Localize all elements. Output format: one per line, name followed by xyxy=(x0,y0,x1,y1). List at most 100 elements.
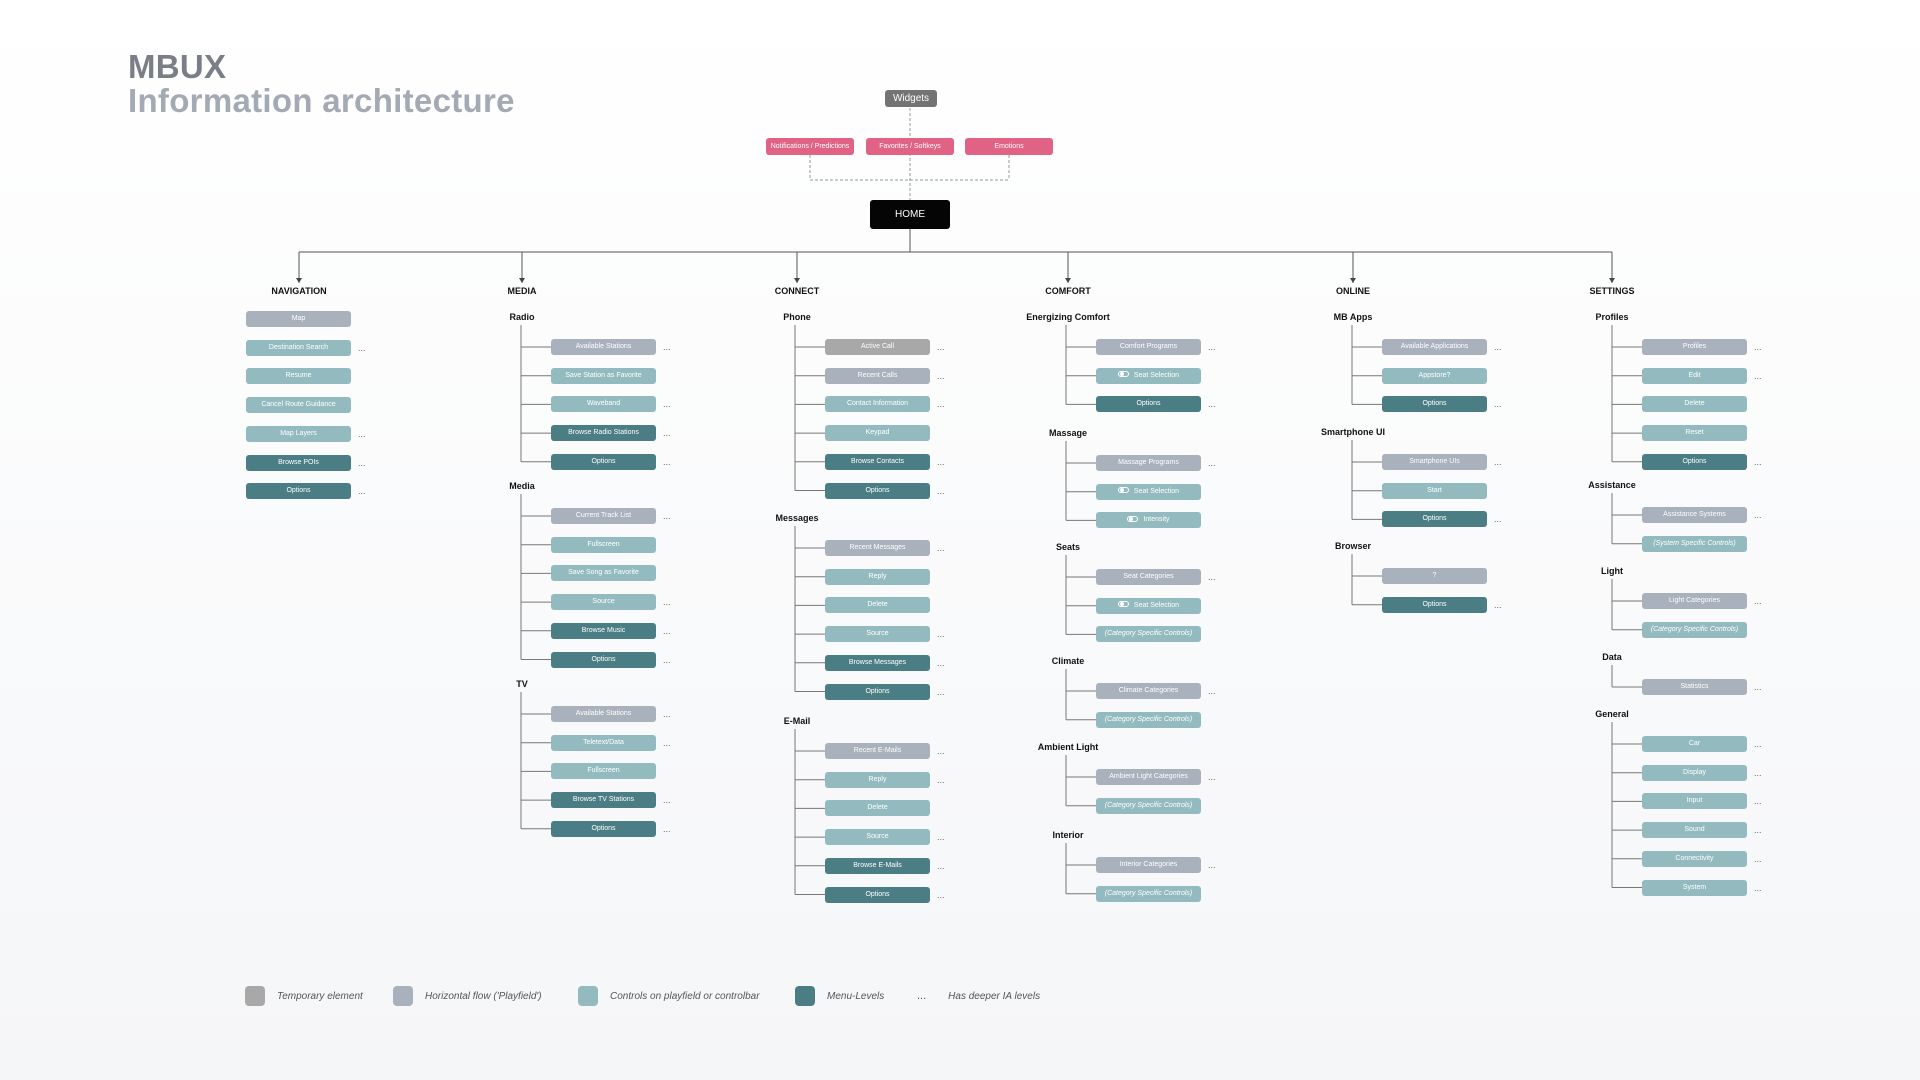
ia-node-browse-pois: Browse POIs xyxy=(246,454,351,471)
ia-node-category-specific-controls: (Category Specific Controls) xyxy=(1096,626,1201,643)
more-levels-indicator: ... xyxy=(1754,825,1762,836)
ia-node-label: Options xyxy=(591,457,616,465)
ia-node-label: Active Call xyxy=(860,343,895,350)
ia-node-label: Map xyxy=(291,315,306,322)
ia-node-label: Connectivity xyxy=(1675,854,1714,862)
ia-node-options: Options xyxy=(551,453,656,470)
ia-node-category-specific-controls: (Category Specific Controls) xyxy=(1096,711,1201,728)
group-label-smartphone-ui: Smartphone UI xyxy=(1320,427,1386,437)
ia-node-label: Save Song as Favorite xyxy=(568,569,639,577)
ia-node-label: Options xyxy=(865,687,890,695)
widget-emotions: Emotions xyxy=(965,138,1053,155)
ia-node-label: Car xyxy=(1688,740,1701,747)
more-levels-indicator: ... xyxy=(937,657,945,668)
more-levels-indicator: ... xyxy=(663,399,671,410)
more-levels-indicator: ... xyxy=(937,370,945,381)
ia-node-recent-messages: Recent Messages xyxy=(825,540,930,556)
ia-node-label: Contact Information xyxy=(846,400,909,408)
ia-node-waveband: Waveband xyxy=(551,396,656,413)
ia-node-display: Display xyxy=(1642,764,1747,781)
ia-node-resume: Resume xyxy=(246,368,351,385)
ia-node-label: Profiles xyxy=(1682,343,1707,350)
ia-node-label: Options xyxy=(1422,515,1447,523)
ia-node-fullscreen: Fullscreen xyxy=(551,763,656,780)
ia-node-ambient-light-categories: Ambient Light Categories xyxy=(1096,769,1201,785)
more-levels-indicator: ... xyxy=(1208,342,1216,352)
ia-node-seat-selection: Seat Selection xyxy=(1096,367,1201,384)
more-levels-indicator: ... xyxy=(663,709,671,719)
ia-node-label: Recent Messages xyxy=(849,544,906,551)
ia-node-cancel-route-guidance: Cancel Route Guidance xyxy=(246,397,351,414)
ia-node-label: Options xyxy=(1682,457,1707,465)
group-label-assistance: Assistance xyxy=(1588,480,1636,490)
ia-node-label: Display xyxy=(1683,768,1706,776)
more-levels-indicator: ... xyxy=(937,774,945,785)
more-levels-indicator: ... xyxy=(1754,456,1762,467)
ia-node-delete: Delete xyxy=(1642,396,1747,413)
ia-node-label: Source xyxy=(866,630,889,638)
more-levels-indicator: ... xyxy=(1208,860,1216,870)
more-levels-indicator: ... xyxy=(937,832,945,843)
ia-node-label: Delete xyxy=(867,601,888,609)
ia-node-seat-selection: Seat Selection xyxy=(1096,483,1201,500)
home-node: HOME xyxy=(870,200,950,229)
ia-node-destination-search: Destination Search xyxy=(246,339,351,356)
more-levels-indicator: ... xyxy=(1754,596,1762,606)
legend-swatch xyxy=(393,986,413,1006)
ia-node-label: Cancel Route Guidance xyxy=(261,401,336,409)
group-label-messages: Messages xyxy=(775,513,819,523)
ia-node-label: Interior Categories xyxy=(1119,861,1178,868)
ia-node-label: Seat Selection xyxy=(1133,371,1180,379)
ia-node-start: Start xyxy=(1382,482,1487,499)
ia-node-seat-categories: Seat Categories xyxy=(1096,569,1201,585)
ia-node-smartphone-uis: Smartphone UIs xyxy=(1382,454,1487,470)
more-levels-indicator: ... xyxy=(663,511,671,521)
column-header-settings: SETTINGS xyxy=(1589,286,1635,296)
ia-node-label: Input xyxy=(1686,797,1703,805)
ia-node-label: Source xyxy=(592,598,615,606)
arrow-head xyxy=(296,278,302,283)
ia-node-climate-categories: Climate Categories xyxy=(1096,683,1201,699)
arrow-head xyxy=(1065,278,1071,283)
group-label-seats: Seats xyxy=(1055,542,1081,552)
more-levels-indicator: ... xyxy=(1208,686,1216,696)
ia-node-label: Options xyxy=(591,655,616,663)
ia-node-label: Browse TV Stations xyxy=(572,796,635,804)
more-levels-indicator: ... xyxy=(1208,399,1216,410)
ia-node-label: (System Specific Controls) xyxy=(1653,539,1736,547)
ia-node-statistics: Statistics xyxy=(1642,679,1747,695)
ia-node-label: Options xyxy=(865,890,890,898)
legend-label: Horizontal flow ('Playfield') xyxy=(425,990,542,1002)
ia-node-category-specific-controls: (Category Specific Controls) xyxy=(1096,885,1201,902)
arrow-head xyxy=(1609,278,1615,283)
group-label-tv: TV xyxy=(516,679,528,689)
ia-node-options: Options xyxy=(825,482,930,499)
legend-dots: ... xyxy=(917,990,927,1002)
group-label-mb-apps: MB Apps xyxy=(1333,312,1373,322)
ia-node-recent-e-mails: Recent E-Mails xyxy=(825,743,930,759)
ia-node-label: Recent Calls xyxy=(857,371,898,379)
ia-node-current-track-list: Current Track List xyxy=(551,508,656,524)
more-levels-indicator: ... xyxy=(937,399,945,410)
ia-node-label: Options xyxy=(865,486,890,494)
ia-node-reset: Reset xyxy=(1642,425,1747,442)
ia-node-label: Light Categories xyxy=(1669,597,1720,604)
legend-swatch xyxy=(245,986,265,1006)
group-label-browser: Browser xyxy=(1334,541,1372,551)
column-header-navigation: NAVIGATION xyxy=(271,286,327,296)
ia-node-label: Map Layers xyxy=(280,429,317,437)
ia-node-car: Car xyxy=(1642,736,1747,752)
more-levels-indicator: ... xyxy=(663,456,671,467)
legend-item-has-deeper-ia-levels: ... Has deeper IA levels xyxy=(917,986,1040,1006)
ia-node-label: Massage Programs xyxy=(1118,459,1179,466)
widget-notifications-predictions: Notifications / Predictions xyxy=(766,138,854,155)
ia-node-browse-e-mails: Browse E-Mails xyxy=(825,857,930,874)
ia-node-label: Options xyxy=(1422,400,1447,408)
ia-node-label: Fullscreen xyxy=(587,767,620,775)
toggle-icon xyxy=(1117,486,1129,493)
legend-label: Temporary element xyxy=(277,990,363,1002)
ia-node-browse-tv-stations: Browse TV Stations xyxy=(551,792,656,809)
ia-node-source: Source xyxy=(551,594,656,611)
